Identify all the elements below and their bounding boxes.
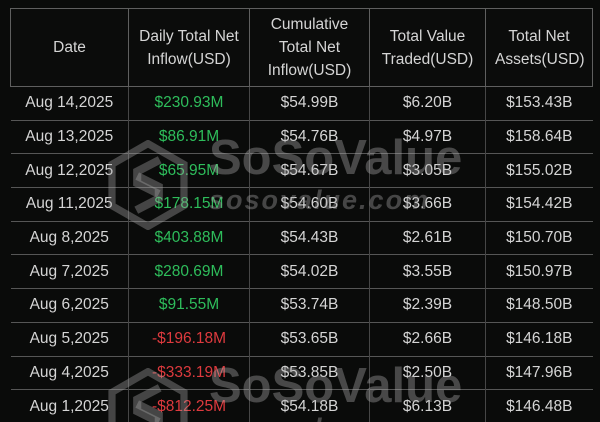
cell-traded: $3.05B [369,153,486,188]
table-row: Aug 12,2025 $65.95M $54.67B $3.05B $155.02B [10,153,593,188]
cell-daily: $86.91M [128,119,250,154]
cell-cumulative: $53.74B [249,288,370,323]
cell-date: Aug 4,2025 [10,355,129,390]
cell-daily: -$812.25M [128,389,250,422]
cell-assets: $154.42B [485,187,593,222]
column-header-assets: Total Net Assets(USD) [485,8,593,87]
cell-daily: $230.93M [128,86,250,121]
cell-cumulative: $54.60B [249,187,370,222]
cell-cumulative: $54.76B [249,119,370,154]
column-header-daily: Daily Total Net Inflow(USD) [128,8,250,87]
cell-traded: $2.66B [369,321,486,356]
cell-date: Aug 7,2025 [10,254,129,289]
cell-assets: $150.70B [485,220,593,255]
cell-daily: $91.55M [128,288,250,323]
table-row: Aug 5,2025 -$196.18M $53.65B $2.66B $146.18B [10,321,593,356]
cell-cumulative: $54.67B [249,153,370,188]
table-row: Aug 13,2025 $86.91M $54.76B $4.97B $158.64B [10,119,593,154]
cell-assets: $155.02B [485,153,593,188]
table-row: Aug 6,2025 $91.55M $53.74B $2.39B $148.50B [10,288,593,323]
table-row: Aug 14,2025 $230.93M $54.99B $6.20B $153.43B [10,86,593,121]
cell-assets: $146.48B [485,389,593,422]
cell-daily: -$196.18M [128,321,250,356]
table-header-row: Date Daily Total Net Inflow(USD) Cumulativ… [10,8,593,87]
cell-traded: $3.66B [369,187,486,222]
cell-assets: $158.64B [485,119,593,154]
cell-date: Aug 5,2025 [10,321,129,356]
cell-date: Aug 1,2025 [10,389,129,422]
cell-assets: $146.18B [485,321,593,356]
table-row: Aug 11,2025 $178.15M $54.60B $3.66B $154.42B [10,187,593,222]
cell-assets: $153.43B [485,86,593,121]
cell-daily: -$333.19M [128,355,250,390]
cell-traded: $2.61B [369,220,486,255]
cell-traded: $3.55B [369,254,486,289]
cell-traded: $6.20B [369,86,486,121]
cell-cumulative: $54.18B [249,389,370,422]
cell-daily: $178.15M [128,187,250,222]
cell-cumulative: $53.85B [249,355,370,390]
column-header-cumulative: Cumulative Total Net Inflow(USD) [249,8,370,87]
column-header-date: Date [10,8,129,87]
cell-daily: $280.69M [128,254,250,289]
cell-assets: $150.97B [485,254,593,289]
cell-cumulative: $54.99B [249,86,370,121]
cell-cumulative: $53.65B [249,321,370,356]
cell-date: Aug 6,2025 [10,288,129,323]
cell-date: Aug 8,2025 [10,220,129,255]
table-row: Aug 8,2025 $403.88M $54.43B $2.61B $150.70B [10,220,593,255]
cell-cumulative: $54.02B [249,254,370,289]
cell-assets: $147.96B [485,355,593,390]
table-row: Aug 4,2025 -$333.19M $53.85B $2.50B $147.96B [10,355,593,390]
cell-daily: $403.88M [128,220,250,255]
cell-traded: $2.50B [369,355,486,390]
table-row: Aug 7,2025 $280.69M $54.02B $3.55B $150.97B [10,254,593,289]
etf-flow-table: Date Daily Total Net Inflow(USD) Cumulativ… [10,8,593,422]
cell-assets: $148.50B [485,288,593,323]
cell-date: Aug 12,2025 [10,153,129,188]
cell-date: Aug 13,2025 [10,119,129,154]
table-row: Aug 1,2025 -$812.25M $54.18B $6.13B $146.48B [10,389,593,422]
cell-traded: $4.97B [369,119,486,154]
cell-traded: $6.13B [369,389,486,422]
cell-date: Aug 14,2025 [10,86,129,121]
cell-cumulative: $54.43B [249,220,370,255]
column-header-traded: Total Value Traded(USD) [369,8,486,87]
cell-traded: $2.39B [369,288,486,323]
cell-daily: $65.95M [128,153,250,188]
cell-date: Aug 11,2025 [10,187,129,222]
